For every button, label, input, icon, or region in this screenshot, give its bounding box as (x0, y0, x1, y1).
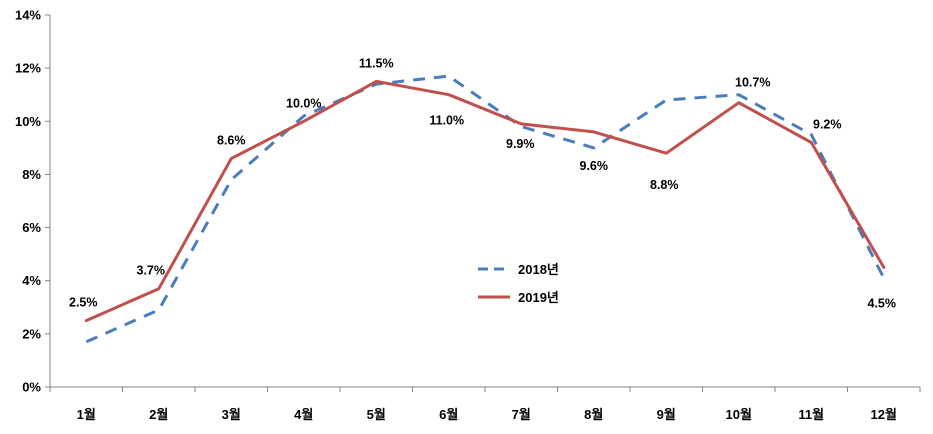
data-label: 11.0% (429, 114, 464, 128)
y-axis-ticks: 0% 2% 4% 6% 8% 10% 12% 14% (15, 8, 50, 395)
x-tick-label: 1월 (77, 407, 96, 422)
data-label: 10.7% (735, 76, 770, 90)
y-tick-label: 0% (22, 380, 41, 395)
y-tick-label: 6% (22, 220, 41, 235)
data-label: 3.7% (137, 264, 166, 278)
data-labels: 2.5% 3.7% 8.6% 10.0% 11.5% 11.0% 9.9% 9.6% 8.8% 1… (69, 56, 896, 310)
data-label: 10.0% (286, 96, 321, 110)
data-label: 4.5% (868, 296, 897, 310)
y-tick-label: 4% (22, 273, 41, 288)
legend: 2018년 2019년 (478, 262, 559, 305)
y-tick-label: 14% (15, 8, 41, 23)
x-tick-label: 5월 (367, 407, 386, 422)
x-tick-label: 2월 (149, 407, 168, 422)
x-tick-label: 9월 (657, 407, 676, 422)
data-label: 9.9% (506, 137, 535, 151)
data-label: 9.2% (813, 118, 842, 132)
legend-label-1: 2019년 (518, 290, 559, 305)
y-tick-label: 2% (22, 326, 41, 341)
series (84, 74, 886, 344)
axes (49, 15, 920, 388)
y-tick-label: 10% (15, 114, 41, 129)
x-tick-label: 10월 (726, 407, 752, 422)
x-tick-label: 4월 (294, 407, 313, 422)
x-tick-label: 6월 (439, 407, 458, 422)
y-tick-label: 8% (22, 167, 41, 182)
data-label: 8.8% (650, 178, 679, 192)
series-line-1 (84, 79, 886, 323)
x-tick-label: 3월 (222, 407, 241, 422)
data-label: 11.5% (359, 56, 394, 70)
legend-label-0: 2018년 (518, 262, 559, 277)
x-tick-label: 11월 (798, 407, 824, 422)
x-tick-label: 12월 (871, 407, 897, 422)
x-axis-ticks: 1월 2월 3월 4월 5월 6월 7월 8월 9월 10월 11월 12월 (49, 387, 921, 422)
y-tick-label: 12% (15, 61, 41, 76)
x-tick-label: 7월 (512, 407, 531, 422)
data-label: 2.5% (69, 296, 98, 310)
data-label: 9.6% (580, 159, 609, 173)
x-tick-label: 8월 (584, 407, 603, 422)
data-label: 8.6% (217, 133, 246, 147)
